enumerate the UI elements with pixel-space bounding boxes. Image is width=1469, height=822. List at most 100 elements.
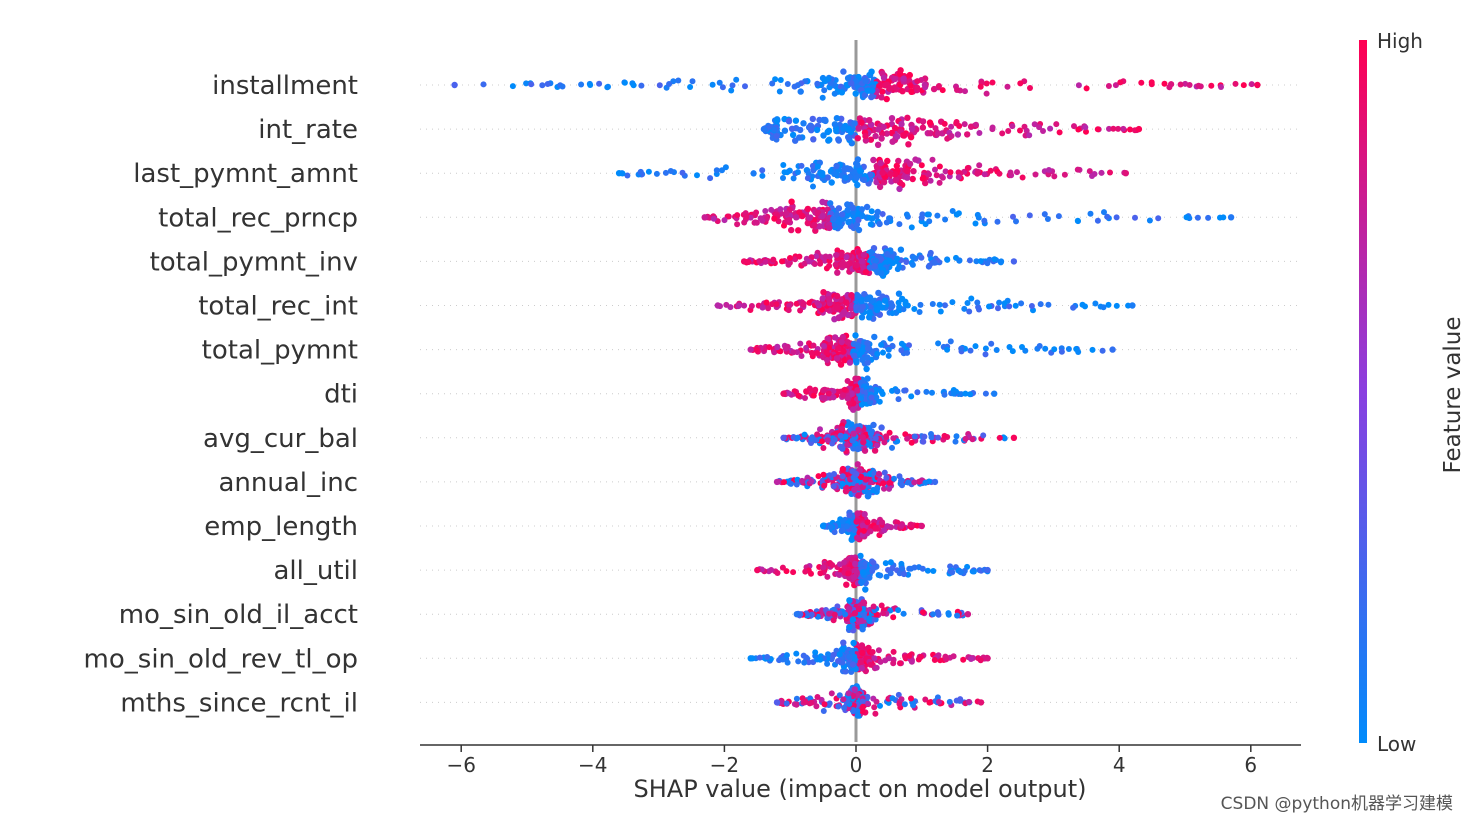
shap-point <box>892 177 900 184</box>
shap-point <box>907 134 915 141</box>
shap-point <box>825 651 831 658</box>
shap-point <box>840 639 847 646</box>
shap-point <box>857 167 864 175</box>
shap-point <box>920 438 927 445</box>
shap-point <box>874 141 882 148</box>
shap-point <box>854 534 861 541</box>
shap-point <box>1036 124 1043 131</box>
shap-point <box>917 301 924 308</box>
shap-point <box>817 426 823 433</box>
shap-point <box>864 340 871 347</box>
shap-point <box>826 136 833 143</box>
shap-point <box>993 347 1000 353</box>
shap-point <box>721 217 728 224</box>
colorbar-low-label: Low <box>1377 732 1416 756</box>
shap-point <box>1186 82 1193 88</box>
shap-point <box>936 698 942 705</box>
shap-point <box>798 162 805 169</box>
shap-point <box>826 344 832 351</box>
shap-point <box>857 659 864 666</box>
x-tick-label: −2 <box>710 753 739 777</box>
shap-point <box>891 124 899 132</box>
shap-point <box>859 212 866 220</box>
shap-point <box>995 305 1001 312</box>
shap-point <box>783 652 790 659</box>
shap-point <box>827 524 834 531</box>
shap-point <box>857 395 865 402</box>
shap-point-extreme <box>1135 125 1143 133</box>
shap-point <box>961 121 968 128</box>
shap-point <box>707 175 714 182</box>
shap-point <box>944 346 951 353</box>
shap-point <box>877 255 885 263</box>
shap-point <box>814 300 821 306</box>
shap-point <box>842 668 849 675</box>
shap-point <box>903 259 910 265</box>
shap-point <box>858 617 865 624</box>
shap-point <box>798 353 805 359</box>
shap-point <box>891 171 899 178</box>
x-tick-label: 6 <box>1244 753 1257 777</box>
shap-point <box>881 469 888 476</box>
shap-point <box>857 473 865 480</box>
shap-point <box>854 161 861 168</box>
shap-point <box>833 211 840 218</box>
shap-point <box>1061 171 1068 178</box>
shap-point <box>905 479 911 486</box>
shap-point <box>831 121 839 128</box>
feature-label: mo_sin_old_rev_tl_op <box>84 644 358 674</box>
shap-point <box>793 701 800 708</box>
shap-point <box>879 391 886 397</box>
shap-point <box>867 221 874 228</box>
shap-point <box>962 88 968 95</box>
shap-point <box>852 90 859 97</box>
shap-point <box>833 355 841 362</box>
shap-point <box>820 708 827 714</box>
shap-point <box>833 292 841 300</box>
shap-point <box>843 581 850 588</box>
shap-point <box>846 653 853 660</box>
shap-point <box>898 523 905 529</box>
shap-point <box>850 406 857 413</box>
shap-point <box>1055 213 1062 220</box>
shap-point <box>909 261 916 268</box>
shap-point <box>624 172 631 179</box>
shap-point <box>889 444 895 451</box>
shap-point-extreme <box>984 566 991 574</box>
shap-point <box>780 175 786 181</box>
shap-point <box>830 617 837 624</box>
shap-point <box>855 492 862 499</box>
shap-point <box>834 269 841 276</box>
shap-point <box>861 91 869 99</box>
shap-point <box>903 211 910 218</box>
shap-point <box>509 83 516 90</box>
shap-point <box>1018 300 1025 307</box>
shap-point <box>896 303 903 310</box>
shap-point <box>1056 129 1063 136</box>
shap-point <box>1058 348 1065 355</box>
shap-point <box>834 247 841 254</box>
shap-point <box>894 266 901 273</box>
shap-point <box>873 394 880 401</box>
shap-point <box>849 661 857 668</box>
shap-point <box>850 653 858 660</box>
shap-point <box>862 268 870 276</box>
shap-point <box>807 435 814 442</box>
shap-point <box>895 607 902 614</box>
shap-point <box>854 712 862 719</box>
shap-point <box>924 567 931 574</box>
shap-point <box>1138 79 1145 86</box>
shap-point <box>1042 345 1049 352</box>
shap-point <box>756 654 763 661</box>
shap-point <box>904 167 911 175</box>
shap-point-extreme <box>1010 258 1018 265</box>
shap-point <box>898 120 905 128</box>
shap-point <box>801 659 808 666</box>
shap-point <box>952 438 959 445</box>
shap-point <box>819 198 826 206</box>
shap-point <box>878 341 885 348</box>
shap-point <box>887 559 894 566</box>
feature-label: avg_cur_bal <box>203 424 358 454</box>
shap-point <box>859 522 866 529</box>
shap-point <box>941 120 948 127</box>
